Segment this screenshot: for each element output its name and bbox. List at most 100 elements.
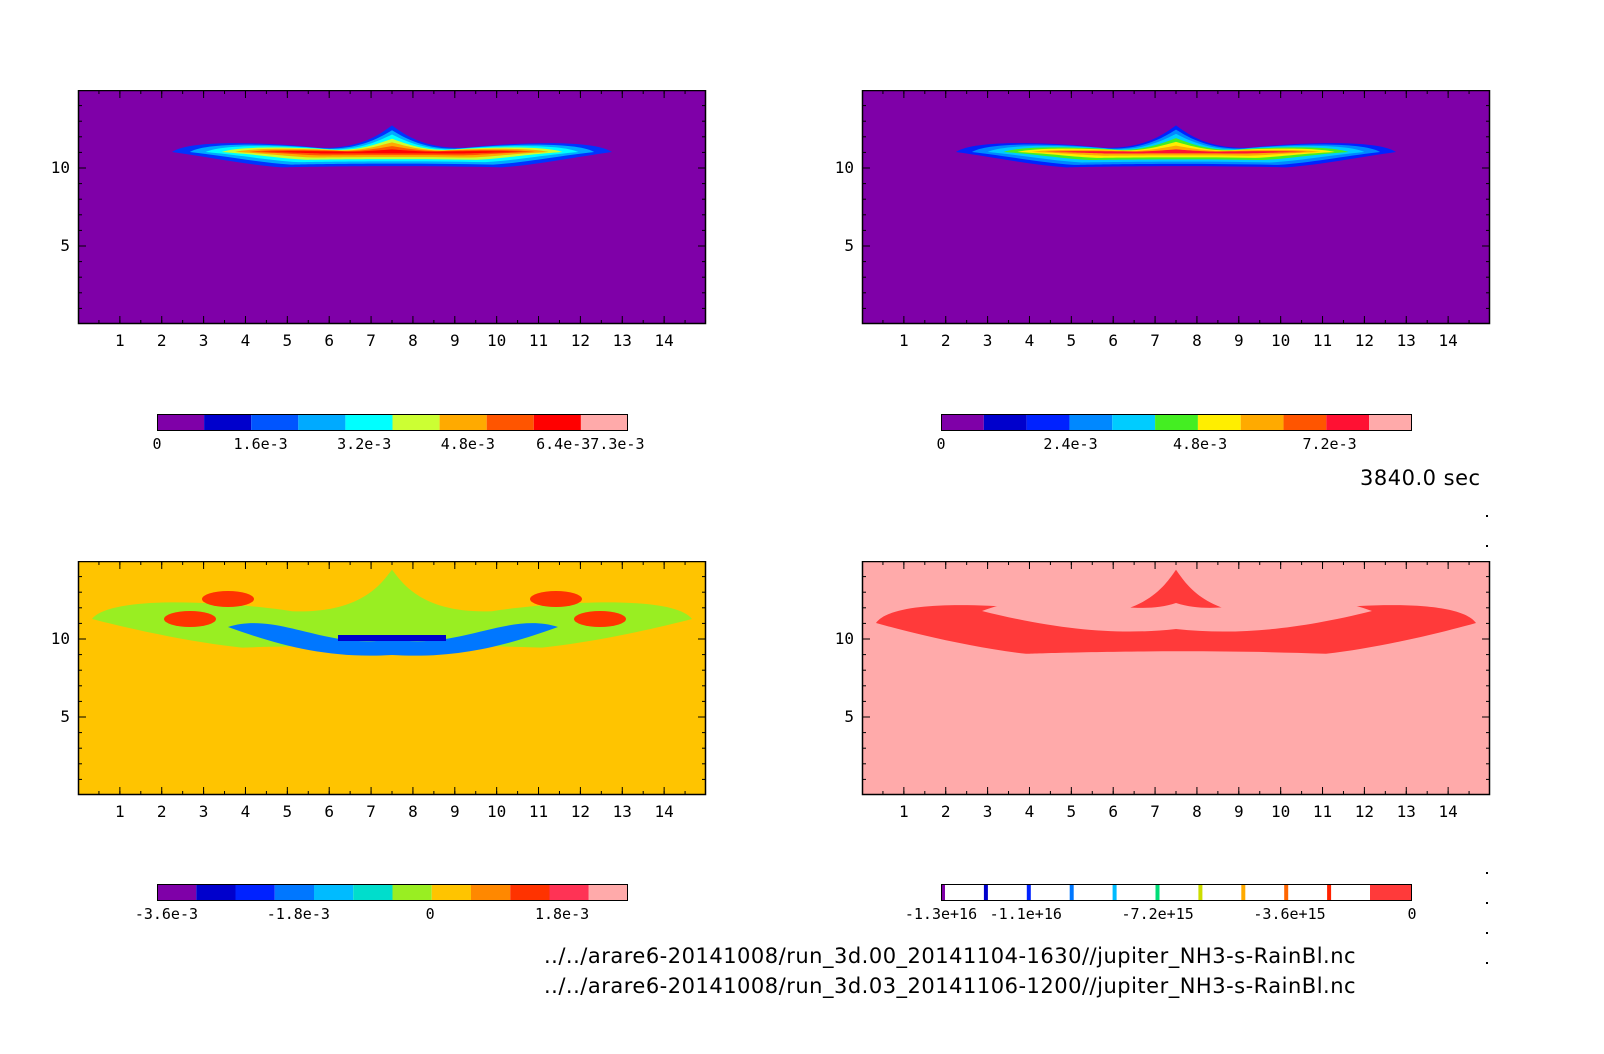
panel-relative-error-colorbar: -1.3e+16 -1.1e+16 -7.2e+15 -3.6e+15 0 <box>905 884 1417 923</box>
panel-original-colorbar-tick-label: 1.6e-3 <box>234 435 288 453</box>
panel-absolute-error-colorbar-swatch <box>392 884 432 901</box>
panel-relative-error-x-tick-label: 13 <box>1397 802 1416 821</box>
panel-relative-error-x-tick-label: 4 <box>1025 802 1035 821</box>
panel-compare-y-tick-label: 10 <box>835 158 854 177</box>
panel-relative-error-contour-gap <box>982 599 1372 632</box>
panel-relative-error-colorbar-swatch <box>1026 884 1031 901</box>
panel-absolute-error-colorbar-swatch <box>471 884 511 901</box>
panel-absolute-error-x-tick-label: 12 <box>571 802 590 821</box>
panel-compare-x-tick-label: 5 <box>1067 331 1077 350</box>
panel-original-colorbar: 0 1.6e-3 3.2e-3 4.8e-3 6.4e-37.3e-3 <box>152 414 645 453</box>
panel-compare-x-tick-label: 7 <box>1150 331 1160 350</box>
panel-compare-contour-level-6 <box>1045 149 1307 154</box>
panel-original-x-tick-label: 9 <box>450 331 460 350</box>
panel-compare-x-tick-label: 12 <box>1355 331 1374 350</box>
panel-original-field <box>78 90 706 324</box>
panel-relative-error-x-tick-label: 10 <box>1271 802 1290 821</box>
panel-compare-contours <box>956 125 1396 168</box>
panel-compare-colorbar-swatch <box>1026 414 1070 431</box>
panel-absolute-error-x-tick-label: 10 <box>487 802 506 821</box>
panel-compare-colorbar-swatch <box>1112 414 1156 431</box>
panel-compare-colorbar-tick-label: 7.2e-3 <box>1302 435 1356 453</box>
panel-relative-error-x-tick-label: 1 <box>899 802 909 821</box>
panel-absolute-error-colorbar-swatch <box>353 884 393 901</box>
panel-relative-error-y-tick-label: 10 <box>835 629 854 648</box>
panel-compare-x-tick-label: 3 <box>983 331 993 350</box>
panel-compare-field <box>862 90 1490 324</box>
panel-compare-x-tick-label: 6 <box>1108 331 1118 350</box>
panel-relative-error-colorbar-swatch <box>1112 884 1117 901</box>
panel-compare-x-tick-label: 9 <box>1234 331 1244 350</box>
panel-absolute-error-contours <box>92 569 692 656</box>
panel-relative-error-x-tick-label: 8 <box>1192 802 1202 821</box>
panel-relative-error-x-tick-label: 6 <box>1108 802 1118 821</box>
panel-compare-colorbar-swatch <box>1326 414 1370 431</box>
panel-absolute-error-colorbar-swatch <box>549 884 589 901</box>
panel-original-colorbar-swatch <box>298 414 346 431</box>
panel-absolute-error-colorbar-swatch <box>196 884 236 901</box>
panel-relative-error-x-tick-label: 2 <box>941 802 951 821</box>
panel-absolute-error-colorbar-swatch <box>431 884 471 901</box>
panel-relative-error-colorbar-tick-label: 0 <box>1407 905 1416 923</box>
panel-compare-x-tick-label: 4 <box>1025 331 1035 350</box>
panel-relative-error-colorbar-swatch <box>1327 884 1332 901</box>
margin-dot <box>1486 962 1488 964</box>
panel-compare-colorbar-swatch <box>1069 414 1113 431</box>
panel-absolute-error-x-tick-label: 8 <box>408 802 418 821</box>
panel-original-x-tick-label: 4 <box>241 331 251 350</box>
panel-compare-colorbar-swatch <box>1369 414 1412 431</box>
panel-original-colorbar-frame <box>157 414 628 431</box>
panel-compare-colorbar-tick-label: 4.8e-3 <box>1173 435 1227 453</box>
panel-relative-error-x-tick-label: 14 <box>1439 802 1458 821</box>
panel-original-colorbar-swatch <box>157 414 205 431</box>
panel-relative-error-y-tick-label: 5 <box>844 707 854 726</box>
panel-relative-error-colorbar-swatch <box>983 884 988 901</box>
panel-relative-error-x-tick-label: 5 <box>1067 802 1077 821</box>
panel-original-colorbar-swatch <box>204 414 252 431</box>
panel-compare-colorbar-swatch <box>1283 414 1327 431</box>
panel-relative-error-colorbar-swatch <box>1198 884 1203 901</box>
panel-original-colorbar-swatch <box>580 414 628 431</box>
panel-compare-x-tick-label: 1 <box>899 331 909 350</box>
panel-relative-error-colorbar-tick-label: -7.2e+15 <box>1122 905 1194 923</box>
panel-original-colorbar-swatch <box>251 414 299 431</box>
panel-original-x-tick-label: 6 <box>324 331 334 350</box>
margin-dot <box>1486 545 1488 547</box>
panel-compare-colorbar-swatch <box>941 414 984 431</box>
panel-absolute-error-colorbar-frame <box>157 884 628 901</box>
panel-original-x-tick-label: 14 <box>655 331 674 350</box>
panel-absolute-error-x-tick-label: 14 <box>655 802 674 821</box>
panel-relative-error-colorbar-swatch <box>1284 884 1289 901</box>
panel-compare-x-tick-label: 10 <box>1271 331 1290 350</box>
panel-original-x-tick-label: 11 <box>529 331 548 350</box>
panel-absolute-error-x-tick-label: 3 <box>199 802 209 821</box>
panel-original-x-tick-label: 8 <box>408 331 418 350</box>
panel-absolute-error-x-tick-label: 9 <box>450 802 460 821</box>
panel-original-x-tick-label: 12 <box>571 331 590 350</box>
panel-relative-error-colorbar-tick-label: -1.3e+16 <box>905 905 977 923</box>
panel-absolute-error-colorbar-swatch <box>510 884 550 901</box>
panel-original-y-tick-label: 10 <box>51 158 70 177</box>
margin-dot <box>1486 902 1488 904</box>
panel-absolute-error-colorbar-swatch <box>157 884 197 901</box>
panel-relative-error-colorbar-swatch <box>1069 884 1074 901</box>
panel-original-contour-level-6 <box>261 149 523 154</box>
panel-absolute-error-colorbar: -3.6e-3 -1.8e-3 0 1.8e-3 <box>135 884 628 923</box>
panel-compare-colorbar-swatch <box>1197 414 1241 431</box>
panel-absolute-error-colorbar-tick-label: -3.6e-3 <box>135 905 198 923</box>
panel-original-colorbar-tick-label: 3.2e-3 <box>337 435 391 453</box>
panel-compare-x-tick-label: 11 <box>1313 331 1332 350</box>
panel-absolute-error-x-tick-label: 13 <box>613 802 632 821</box>
panel-original-x-tick-label: 10 <box>487 331 506 350</box>
panel-absolute-error-x-tick-label: 5 <box>283 802 293 821</box>
panel-relative-error-colorbar-tick-label: -1.1e+16 <box>990 905 1062 923</box>
panel-absolute-error-contour-min <box>338 635 446 641</box>
panel-relative-error-contours <box>876 569 1476 654</box>
panel-compare-colorbar-frame <box>941 414 1412 431</box>
panel-compare-colorbar-tick-label: 0 <box>936 435 945 453</box>
panel-original-x-tick-label: 13 <box>613 331 632 350</box>
panel-original-y-tick-label: 5 <box>60 236 70 255</box>
panel-relative-error-colorbar-swatch <box>941 884 945 901</box>
